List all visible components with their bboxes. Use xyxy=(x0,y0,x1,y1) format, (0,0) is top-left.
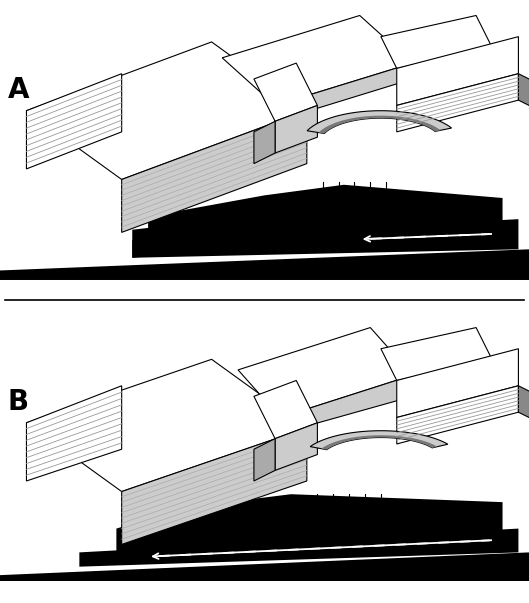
Polygon shape xyxy=(132,219,518,257)
Polygon shape xyxy=(122,428,307,545)
Polygon shape xyxy=(275,63,413,121)
Polygon shape xyxy=(316,433,443,449)
Polygon shape xyxy=(0,249,529,280)
Polygon shape xyxy=(318,116,441,133)
Polygon shape xyxy=(310,431,448,447)
Text: A: A xyxy=(8,75,30,104)
Polygon shape xyxy=(116,494,503,558)
Polygon shape xyxy=(26,359,307,491)
Polygon shape xyxy=(397,386,518,444)
Polygon shape xyxy=(132,222,201,257)
Polygon shape xyxy=(254,121,275,163)
Polygon shape xyxy=(0,552,529,581)
Polygon shape xyxy=(26,42,307,180)
Polygon shape xyxy=(518,74,529,111)
Polygon shape xyxy=(275,106,317,153)
Polygon shape xyxy=(280,375,413,434)
Polygon shape xyxy=(307,111,452,131)
Polygon shape xyxy=(381,16,492,68)
Polygon shape xyxy=(26,386,122,481)
Polygon shape xyxy=(381,327,492,380)
Polygon shape xyxy=(222,16,413,106)
Polygon shape xyxy=(79,529,518,567)
Polygon shape xyxy=(307,111,452,133)
Polygon shape xyxy=(254,63,317,121)
Polygon shape xyxy=(254,438,275,481)
Polygon shape xyxy=(397,74,518,132)
Polygon shape xyxy=(275,423,317,470)
Polygon shape xyxy=(122,111,307,232)
Polygon shape xyxy=(238,327,413,417)
Polygon shape xyxy=(313,113,446,133)
Polygon shape xyxy=(397,349,518,417)
Text: B: B xyxy=(8,388,29,415)
Polygon shape xyxy=(518,386,529,423)
Polygon shape xyxy=(321,435,437,450)
Polygon shape xyxy=(397,37,518,106)
Polygon shape xyxy=(26,74,122,169)
Polygon shape xyxy=(310,431,448,450)
Polygon shape xyxy=(254,380,317,438)
Polygon shape xyxy=(148,185,503,251)
